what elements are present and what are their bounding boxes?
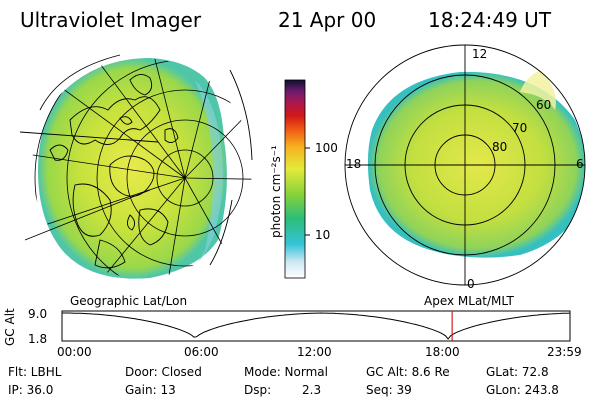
colorbar-gradient — [284, 79, 306, 279]
mlat-label-70: 70 — [512, 121, 528, 135]
orbit-ytick-bottom: 1.8 — [28, 332, 48, 346]
orbit-xtick-1800: 18:00 — [425, 345, 460, 359]
dayside-brightening — [520, 70, 556, 110]
status-dsp-label: Dsp: — [244, 383, 272, 397]
status-gain: Gain: 13 — [125, 383, 176, 397]
status-ip: IP: 36.0 — [8, 383, 54, 397]
status-glat: GLat: 72.8 — [486, 365, 549, 379]
colorbar-unit-label: photon cm⁻²s⁻¹ — [269, 145, 283, 238]
coastlines — [49, 74, 179, 269]
orbit-ytick-top: 9.0 — [28, 307, 48, 321]
status-seq: Seq: 39 — [366, 383, 412, 397]
date-label: 21 Apr 00 — [278, 8, 377, 32]
orbit-xtick-0000: 00:00 — [57, 345, 92, 359]
orbit-xtick-0600: 06:00 — [184, 345, 219, 359]
colorbar-label-10: 10 — [315, 228, 331, 242]
polar-image — [344, 44, 586, 286]
orbit-xtick-1200: 12:00 — [297, 345, 332, 359]
apex-caption: Apex MLat/MLT — [424, 294, 514, 308]
status-gc-alt: GC Alt: 8.6 Re — [366, 365, 450, 379]
status-glon: GLon: 243.8 — [486, 383, 559, 397]
left-outer-arcs — [19, 54, 253, 266]
mlat-label-60: 60 — [536, 98, 552, 112]
mlt-label-6: 6 — [576, 157, 584, 171]
orbit-plot-frame — [61, 310, 571, 342]
mlat-label-80: 80 — [492, 140, 508, 154]
orbit-xtick-2359: 23:59 — [547, 345, 582, 359]
left-terminator-band — [195, 80, 223, 262]
time-label: 18:24:49 UT — [428, 8, 552, 32]
colorbar — [284, 79, 310, 279]
mlt-label-0: 0 — [467, 277, 475, 291]
left-aurora-region — [38, 58, 227, 279]
geographic-image — [19, 54, 253, 279]
status-dsp-value: 2.3 — [302, 383, 322, 397]
polar-grid — [344, 44, 586, 286]
orbit-plot — [61, 310, 571, 342]
status-door: Door: Closed — [125, 365, 202, 379]
colorbar-label-100: 100 — [315, 141, 338, 155]
instrument-title: Ultraviolet Imager — [20, 8, 202, 32]
mlt-label-18: 18 — [346, 157, 362, 171]
geographic-caption: Geographic Lat/Lon — [70, 294, 188, 308]
orbit-ylabel: GC Alt — [3, 308, 17, 346]
status-mode: Mode: Normal — [244, 365, 328, 379]
mlt-label-12: 12 — [472, 47, 488, 61]
altitude-curve — [62, 312, 571, 340]
status-filter: Flt: LBHL — [8, 365, 62, 379]
